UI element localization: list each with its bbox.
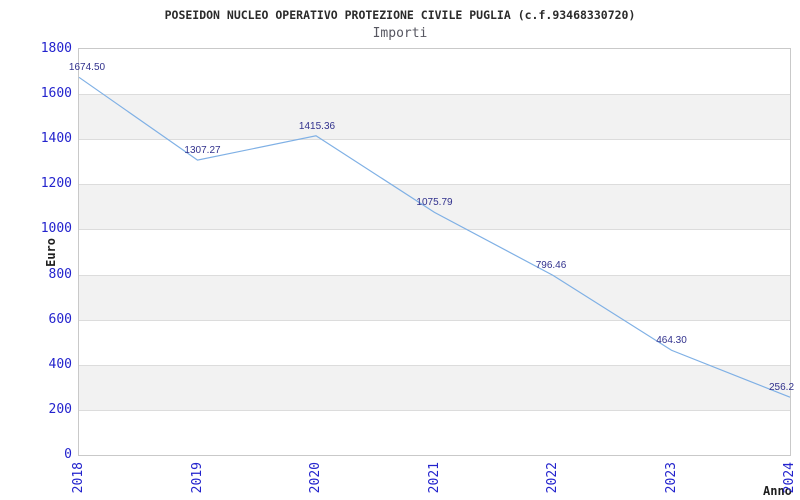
plot-band — [79, 94, 790, 140]
line-series-svg — [78, 76, 791, 398]
line-series — [78, 76, 791, 398]
y-tick-label: 400 — [48, 356, 72, 372]
y-tick-label: 1000 — [40, 221, 72, 237]
grid-line — [79, 364, 790, 366]
data-label: 1307.27 — [184, 145, 221, 157]
chart-title: POSEIDON NUCLEO OPERATIVO PROTEZIONE CIV… — [164, 8, 636, 22]
x-tick-label: 2023 — [663, 462, 679, 494]
y-tick-label: 1400 — [40, 131, 72, 147]
y-tick-label: 600 — [48, 311, 72, 327]
y-tick-label: 0 — [64, 447, 72, 462]
y-axis-title: Euro — [44, 238, 58, 267]
data-label: 796.46 — [535, 260, 567, 272]
data-label: 1075.79 — [416, 197, 453, 209]
grid-line — [79, 139, 790, 141]
x-tick-label: 2022 — [545, 462, 560, 494]
grid-line — [79, 409, 790, 411]
x-tick-label: 2018 — [71, 462, 86, 494]
y-tick-label: 1800 — [40, 41, 72, 56]
grid-line — [79, 274, 790, 276]
grid-line — [79, 229, 790, 231]
data-label: 1415.36 — [298, 120, 336, 132]
grid-line — [79, 319, 790, 321]
data-label: 1674.50 — [68, 62, 106, 74]
plot-band — [79, 364, 790, 410]
plot-band — [79, 274, 790, 320]
chart-subtitle: Importi — [372, 26, 428, 41]
grid-line — [79, 184, 790, 186]
x-axis-title: Anno — [763, 484, 792, 498]
y-tick-label: 1600 — [40, 86, 72, 102]
y-tick-label: 800 — [48, 266, 72, 282]
data-label: 256.2 — [769, 382, 795, 394]
plot-area — [78, 48, 791, 456]
x-tick-label: 2024 — [782, 462, 797, 494]
y-tick-label: 1200 — [40, 176, 72, 192]
y-tick-label: 200 — [48, 401, 72, 417]
x-tick-label: 2020 — [308, 462, 323, 494]
x-tick-label: 2021 — [426, 462, 442, 494]
data-label: 464.30 — [656, 335, 687, 347]
grid-line — [79, 94, 790, 96]
x-tick-label: 2019 — [189, 462, 205, 494]
plot-band — [79, 184, 790, 230]
